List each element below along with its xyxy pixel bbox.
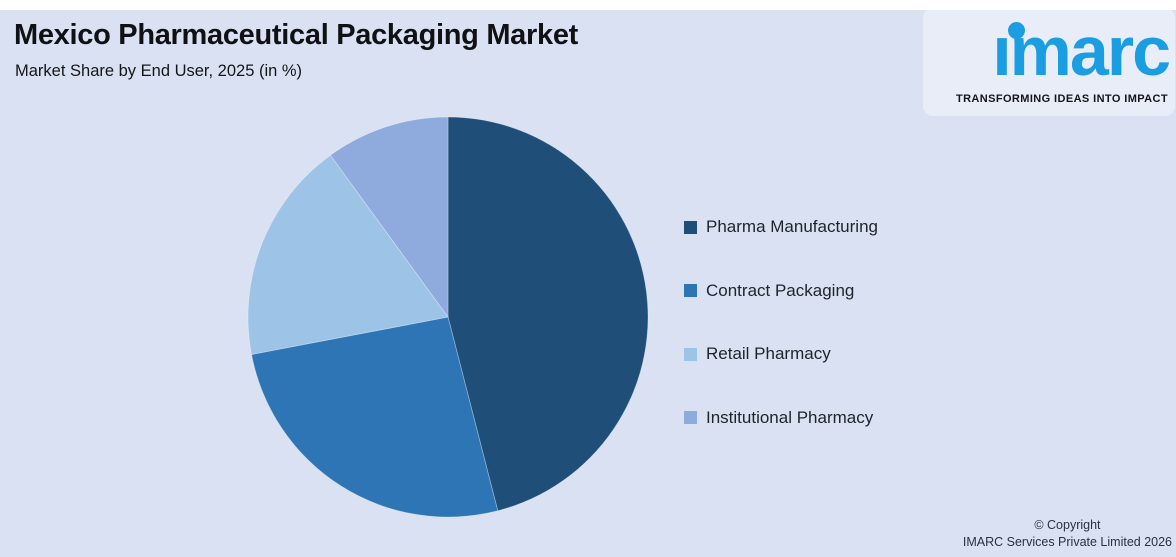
legend-swatch-icon xyxy=(684,347,697,361)
legend-swatch-icon xyxy=(684,284,697,297)
imarc-tagline: TRANSFORMING IDEAS INTO IMPACT xyxy=(955,93,1168,105)
copyright-notice: © Copyright IMARC Services Private Limit… xyxy=(963,517,1172,553)
chart-legend: Pharma Manufacturing Contract Packaging Re… xyxy=(684,213,878,467)
legend-label: Retail Pharmacy xyxy=(706,344,831,363)
top-border-strip xyxy=(0,0,1176,10)
logo-dot-icon xyxy=(1008,22,1026,39)
legend-swatch-icon xyxy=(684,220,697,234)
legend-item-retail-pharmacy: Retail Pharmacy xyxy=(684,340,878,368)
copyright-line2: IMARC Services Private Limited 2026 xyxy=(962,535,1172,550)
page-title: Mexico Pharmaceutical Packaging Market xyxy=(14,19,579,51)
legend-item-pharma-manufacturing: Pharma Manufacturing xyxy=(684,213,878,241)
pie-slice-institutional-pharmacy xyxy=(329,116,449,319)
chart-canvas: Mexico Pharmaceutical Packaging Market M… xyxy=(0,8,1176,557)
page-subtitle: Market Share by End User, 2025 (in %) xyxy=(15,62,303,80)
pie-chart xyxy=(247,116,649,518)
legend-label: Pharma Manufacturing xyxy=(706,217,878,236)
pie-slice-contract-packaging xyxy=(251,316,499,518)
legend-label: Institutional Pharmacy xyxy=(706,407,874,427)
pie-slice-retail-pharmacy xyxy=(247,154,449,355)
copyright-line1: © Copyright xyxy=(1034,517,1101,532)
legend-label: Contract Packaging xyxy=(706,280,855,300)
legend-swatch-icon xyxy=(684,411,697,424)
pie-slice-pharma-manufacturing xyxy=(447,116,649,512)
imarc-logo: ımarc TRANSFORMING IDEAS INTO IMPACT xyxy=(923,8,1175,116)
legend-item-contract-packaging: Contract Packaging xyxy=(684,277,878,305)
legend-item-institutional-pharmacy: Institutional Pharmacy xyxy=(684,404,878,432)
imarc-wordmark: ımarc xyxy=(992,16,1171,86)
